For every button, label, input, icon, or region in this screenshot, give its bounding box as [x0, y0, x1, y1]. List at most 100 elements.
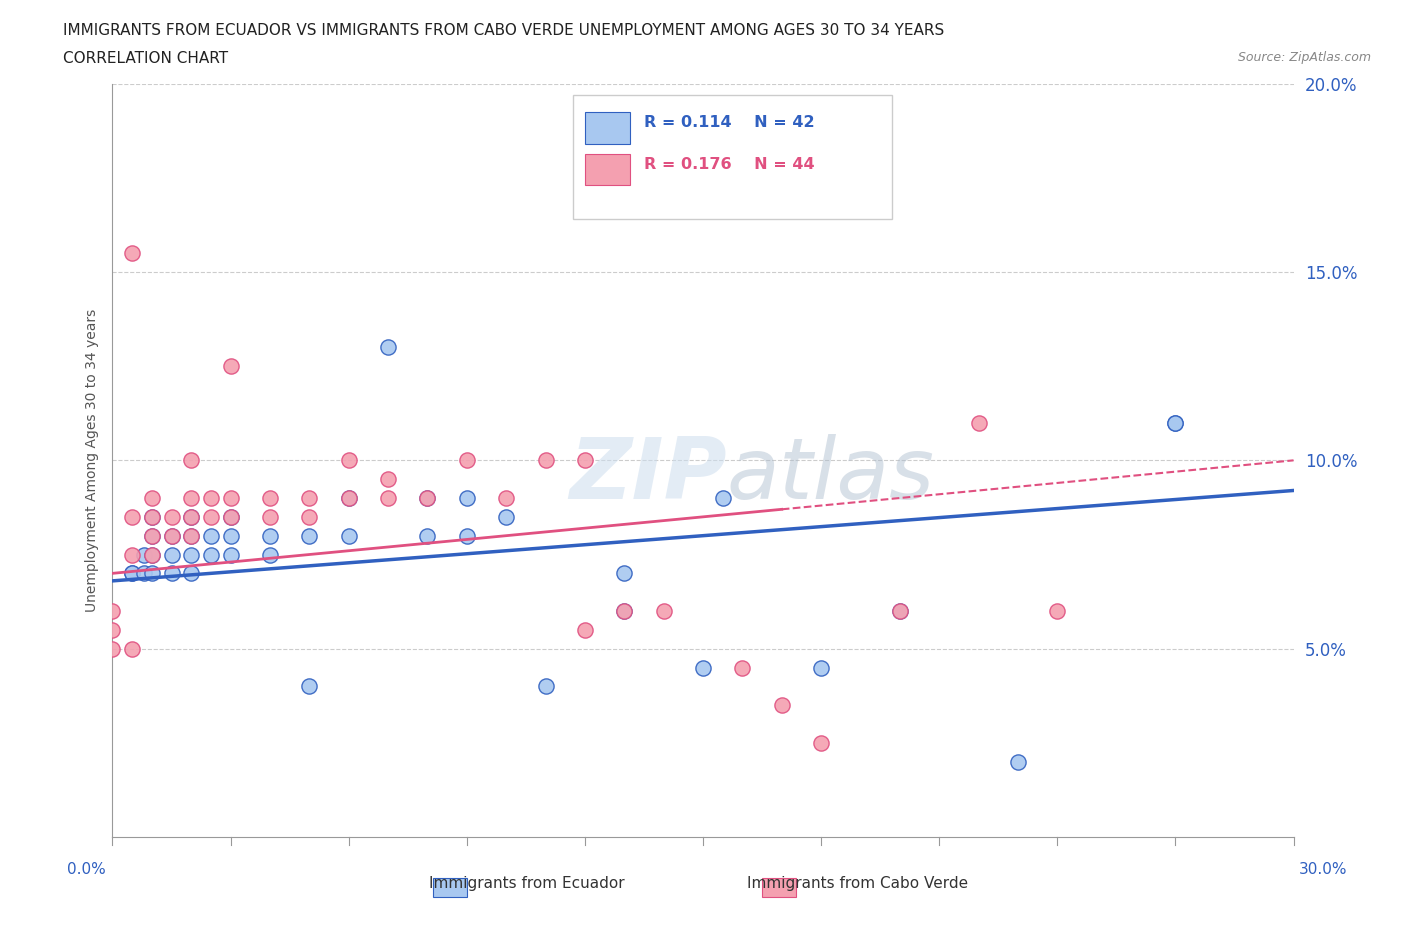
Text: R = 0.114    N = 42: R = 0.114 N = 42 [644, 115, 814, 130]
Text: atlas: atlas [727, 434, 935, 517]
Point [613, 604, 636, 618]
Text: R = 0.176    N = 44: R = 0.176 N = 44 [644, 157, 814, 172]
Point [495, 510, 517, 525]
Point [810, 660, 832, 675]
Point [141, 547, 163, 562]
Point [219, 528, 242, 543]
Text: 30.0%: 30.0% [1299, 862, 1347, 877]
Point [160, 528, 183, 543]
Point [259, 510, 281, 525]
Point [200, 510, 222, 525]
Point [259, 547, 281, 562]
Point [121, 510, 143, 525]
Point [967, 415, 990, 430]
Point [132, 547, 155, 562]
Point [180, 547, 202, 562]
Point [456, 453, 478, 468]
Point [219, 491, 242, 506]
Point [219, 359, 242, 374]
Point [574, 622, 596, 637]
Y-axis label: Unemployment Among Ages 30 to 34 years: Unemployment Among Ages 30 to 34 years [84, 309, 98, 612]
Point [180, 510, 202, 525]
Text: Immigrants from Cabo Verde: Immigrants from Cabo Verde [747, 876, 969, 891]
Point [160, 547, 183, 562]
Point [132, 565, 155, 580]
Point [121, 246, 143, 260]
Point [180, 528, 202, 543]
Point [495, 491, 517, 506]
Point [298, 510, 321, 525]
Point [810, 736, 832, 751]
Point [160, 565, 183, 580]
Point [534, 453, 557, 468]
Point [337, 491, 360, 506]
Point [377, 472, 399, 486]
Point [1164, 415, 1187, 430]
Point [259, 491, 281, 506]
Point [141, 491, 163, 506]
Point [121, 642, 143, 657]
Point [456, 491, 478, 506]
Point [613, 604, 636, 618]
Point [160, 528, 183, 543]
Point [121, 565, 143, 580]
Point [101, 642, 124, 657]
Point [141, 565, 163, 580]
Point [534, 679, 557, 694]
Point [200, 547, 222, 562]
Point [180, 453, 202, 468]
Point [180, 528, 202, 543]
FancyBboxPatch shape [585, 113, 630, 144]
Point [180, 491, 202, 506]
Point [652, 604, 675, 618]
Text: ZIP: ZIP [569, 434, 727, 517]
Point [200, 491, 222, 506]
Point [141, 510, 163, 525]
Point [298, 679, 321, 694]
Point [180, 565, 202, 580]
Point [377, 491, 399, 506]
Point [219, 510, 242, 525]
Point [1007, 754, 1029, 769]
Point [711, 491, 734, 506]
Text: Source: ZipAtlas.com: Source: ZipAtlas.com [1237, 51, 1371, 64]
Point [574, 453, 596, 468]
Point [180, 510, 202, 525]
Point [141, 547, 163, 562]
Point [416, 491, 439, 506]
Point [416, 491, 439, 506]
Text: Immigrants from Ecuador: Immigrants from Ecuador [429, 876, 626, 891]
Point [141, 510, 163, 525]
Text: 0.0%: 0.0% [67, 862, 107, 877]
Point [101, 622, 124, 637]
Point [259, 528, 281, 543]
Point [337, 528, 360, 543]
FancyBboxPatch shape [574, 95, 891, 219]
Point [456, 528, 478, 543]
Point [298, 491, 321, 506]
Point [160, 510, 183, 525]
Point [1046, 604, 1069, 618]
Point [889, 604, 911, 618]
Point [1164, 415, 1187, 430]
Text: CORRELATION CHART: CORRELATION CHART [63, 51, 228, 66]
Point [613, 565, 636, 580]
FancyBboxPatch shape [585, 153, 630, 185]
Point [337, 491, 360, 506]
Point [889, 604, 911, 618]
Point [121, 547, 143, 562]
Point [219, 510, 242, 525]
Point [141, 528, 163, 543]
Point [731, 660, 754, 675]
Point [101, 604, 124, 618]
Point [377, 340, 399, 355]
Point [121, 565, 143, 580]
Point [219, 547, 242, 562]
Point [416, 528, 439, 543]
Point [200, 528, 222, 543]
Point [141, 528, 163, 543]
Text: IMMIGRANTS FROM ECUADOR VS IMMIGRANTS FROM CABO VERDE UNEMPLOYMENT AMONG AGES 30: IMMIGRANTS FROM ECUADOR VS IMMIGRANTS FR… [63, 23, 945, 38]
Point [692, 660, 714, 675]
Point [770, 698, 793, 712]
Point [298, 528, 321, 543]
